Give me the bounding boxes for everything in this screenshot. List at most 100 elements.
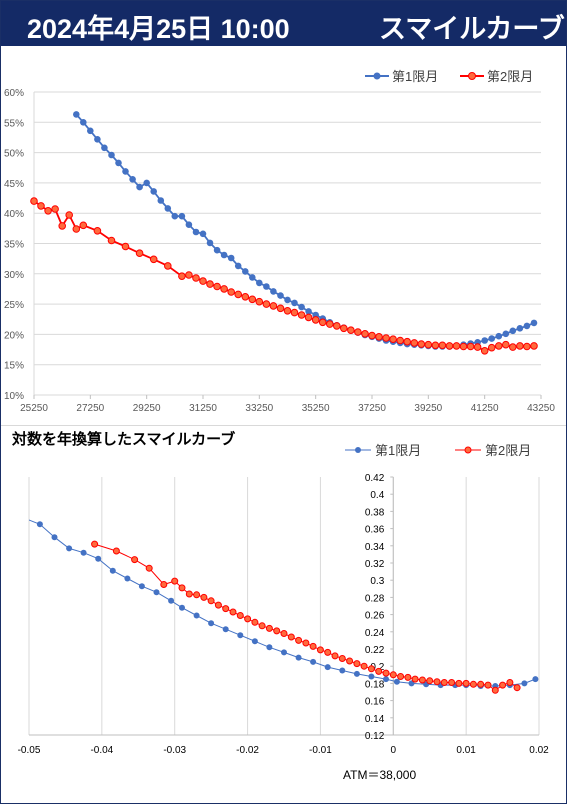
chart1-x-tick-label: 35250 bbox=[302, 403, 330, 414]
chart2-x-tick-label: -0.03 bbox=[163, 745, 186, 756]
chart1-x-tick-label: 43250 bbox=[527, 403, 555, 414]
chart1-point-series1 bbox=[150, 188, 157, 195]
chart2-point-series2 bbox=[440, 679, 448, 686]
chart2-point-series2 bbox=[302, 639, 310, 647]
chart2-point-series2 bbox=[324, 648, 332, 656]
chart2-point-series2 bbox=[236, 612, 244, 619]
chart1-point-series1 bbox=[80, 119, 87, 126]
chart1-point-series2 bbox=[51, 205, 59, 213]
chart2-point-series2 bbox=[207, 597, 215, 605]
chart2-x-tick-label: 0.02 bbox=[529, 745, 549, 756]
chart1-point-series2 bbox=[389, 335, 397, 344]
chart1-point-series2 bbox=[206, 280, 214, 288]
chart1-point-series2 bbox=[509, 343, 517, 351]
chart2-point-series1 bbox=[266, 644, 273, 651]
chart2-y-tick-label: 0.32 bbox=[365, 559, 385, 570]
chart1-legend: 第1限月 第2限月 bbox=[365, 69, 533, 84]
chart2-point-series1 bbox=[95, 555, 102, 562]
chart2-point-series2 bbox=[258, 622, 266, 630]
chart1-x-tick-label: 27250 bbox=[76, 403, 104, 414]
chart1-point-series2 bbox=[255, 297, 264, 306]
chart1-x-tick-label: 31250 bbox=[189, 403, 217, 414]
chart2-point-series2 bbox=[287, 633, 295, 641]
chart2-point-series2 bbox=[382, 669, 390, 677]
chart1-point-series1 bbox=[178, 212, 186, 220]
chart1-point-series2 bbox=[326, 320, 334, 328]
chart1-point-series1 bbox=[94, 136, 101, 143]
chart1-point-series2 bbox=[502, 340, 510, 349]
chart2-point-series2 bbox=[112, 547, 120, 555]
chart1-point-series2 bbox=[262, 300, 271, 308]
header-title: スマイルカーブ bbox=[379, 14, 565, 44]
chart2-y-tick-labels: 0.12 0.14 0.16 0.18 0.2 0.22 0.24 0.26 0.28 0.3 0.… bbox=[365, 473, 385, 742]
chart2-point-series1 bbox=[138, 583, 145, 590]
chart2-point-series2 bbox=[477, 680, 485, 688]
chart1-point-series2 bbox=[396, 336, 405, 345]
chart2-point-series1 bbox=[281, 649, 287, 656]
chart1-point-series2 bbox=[234, 290, 242, 299]
chart1-point-series2 bbox=[410, 339, 419, 347]
chart1-point-series2 bbox=[361, 330, 369, 338]
chart2-x-tick-label: 0 bbox=[391, 745, 397, 756]
chart1-point-series2 bbox=[304, 313, 313, 322]
chart2-point-series2 bbox=[316, 646, 324, 654]
chart1-point-series2 bbox=[164, 262, 172, 270]
chart1-point-series2 bbox=[487, 343, 496, 352]
chart2-point-series1 bbox=[339, 667, 346, 674]
chart2-point-series2 bbox=[145, 564, 153, 572]
chart1-y-tick-label: 60% bbox=[4, 88, 24, 99]
chart1-point-series1 bbox=[115, 159, 122, 167]
chart2-point-series1 bbox=[324, 664, 331, 671]
chart2-point-series1 bbox=[408, 680, 415, 687]
chart1-point-series1 bbox=[206, 239, 214, 247]
chart1-point-series1 bbox=[488, 335, 496, 342]
chart1-point-series1 bbox=[284, 296, 291, 304]
chart2-point-series2 bbox=[367, 665, 375, 673]
chart1-y-tick-label: 35% bbox=[4, 240, 24, 251]
chart2-y-tick-label: 0.26 bbox=[365, 611, 385, 622]
chart2-point-series2 bbox=[244, 615, 252, 623]
chart1-point-series2 bbox=[523, 342, 531, 351]
chart1-point-series2 bbox=[227, 288, 235, 296]
chart2-point-series2 bbox=[506, 679, 514, 686]
chart1-point-series1 bbox=[227, 254, 235, 262]
chart2-y-tick-label: 0.34 bbox=[365, 542, 385, 553]
chart2-point-series2 bbox=[360, 662, 368, 670]
chart1-point-series1 bbox=[220, 251, 228, 259]
chart2-point-series1 bbox=[15, 513, 21, 519]
chart2-point-series2 bbox=[389, 671, 397, 679]
chart2-point-series2 bbox=[131, 556, 139, 564]
chart2-point-series2 bbox=[214, 601, 222, 609]
header-bar: 2024年4月25日 10:00 スマイルカーブ bbox=[1, 1, 566, 46]
chart2-point-series2 bbox=[491, 686, 499, 694]
chart2-point-series2 bbox=[265, 624, 273, 632]
chart2-y-tick-label: 0.14 bbox=[365, 714, 385, 725]
chart2-point-series2 bbox=[178, 584, 186, 592]
chart1-point-series2 bbox=[403, 337, 412, 346]
chart2-point-series2 bbox=[418, 676, 426, 684]
chart1-point-series1 bbox=[199, 230, 207, 238]
chart1-y-tick-label: 10% bbox=[4, 391, 24, 402]
chart1-point-series2 bbox=[199, 277, 207, 285]
chart2-x-tick-label: -0.04 bbox=[90, 745, 113, 756]
chart2-point-series2 bbox=[346, 657, 354, 665]
chart1-x-tick-label: 37250 bbox=[358, 403, 386, 414]
chart2-x-tick-label: -0.05 bbox=[18, 745, 41, 756]
chart1-point-series1 bbox=[270, 288, 277, 295]
chart2-point-series2 bbox=[433, 678, 441, 686]
chart2-point-series1 bbox=[179, 604, 185, 611]
legend2-marker-series1 bbox=[355, 447, 361, 453]
chart1-point-series1 bbox=[242, 268, 249, 275]
annualized-smile-curve-chart: 対数を年換算したスマイルカーブ 0.120.140.160.180.20.220… bbox=[11, 430, 549, 782]
chart1-point-series2 bbox=[248, 295, 257, 304]
chart1-y-tick-label: 45% bbox=[4, 179, 24, 190]
chart2-point-series1 bbox=[193, 612, 200, 619]
chart1-x-tick-label: 25250 bbox=[20, 403, 48, 414]
chart2-gridlines bbox=[28, 476, 540, 736]
chart2-point-series2 bbox=[375, 667, 383, 675]
chart1-point-series2 bbox=[480, 347, 489, 355]
chart1-y-tick-label: 20% bbox=[4, 330, 24, 341]
chart1-point-series2 bbox=[375, 333, 383, 341]
chart2-point-series2 bbox=[193, 591, 201, 599]
chart1-point-series2 bbox=[382, 334, 390, 342]
